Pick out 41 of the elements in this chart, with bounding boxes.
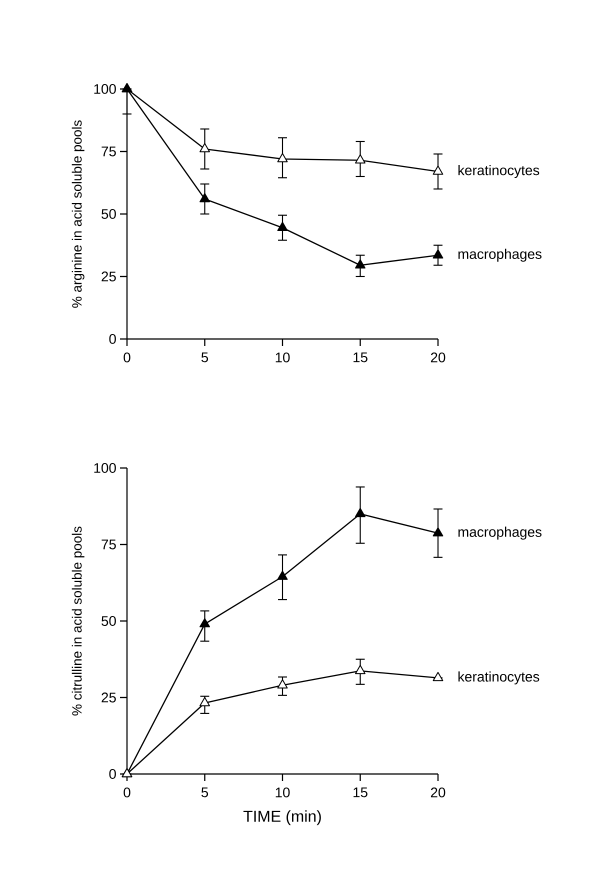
point [432,249,444,258]
y-tick-label: 75 [102,540,116,550]
point [277,222,288,231]
series-label: macrophages [458,248,542,262]
point [200,618,210,628]
point [432,672,444,682]
y-tick-label: 0 [109,769,116,779]
y-tick-label: 100 [94,463,116,473]
x-tick-label: 5 [201,352,208,362]
point [200,143,210,152]
y-tick-label: 25 [102,692,116,702]
x-tick-label: 0 [124,788,130,798]
y-axis-title: % arginine in acid soluble pools [72,120,84,308]
series-label: keratinocytes [458,671,540,684]
y-tick-label: 75 [102,146,116,156]
y-tick-label: 25 [102,272,116,282]
x-tick-label: 15 [354,352,368,362]
y-tick-label: 100 [94,84,116,94]
x-tick-label: 20 [430,352,446,362]
point [432,527,444,536]
x-tick-label: 5 [201,788,208,798]
point [277,570,288,580]
y-tick-label: 50 [102,209,116,219]
point [432,166,444,175]
point [355,508,366,518]
x-tick-label: 10 [276,352,290,362]
series-label: keratinocytes [458,164,540,178]
x-tick-label: 10 [276,788,290,798]
y-axis-title: % citrulline in acid soluble pools [72,526,84,716]
point [355,259,366,268]
series-label: macrophages [458,526,542,540]
point [355,664,366,674]
point [277,153,288,162]
y-tick-label: 0 [109,334,116,344]
x-tick-label: 0 [124,352,130,362]
x-tick-label: 15 [354,788,368,798]
point [200,193,210,202]
point [355,154,366,164]
x-axis-title: TIME (min) [243,810,321,826]
y-tick-label: 50 [102,616,116,626]
x-tick-label: 20 [430,788,446,798]
